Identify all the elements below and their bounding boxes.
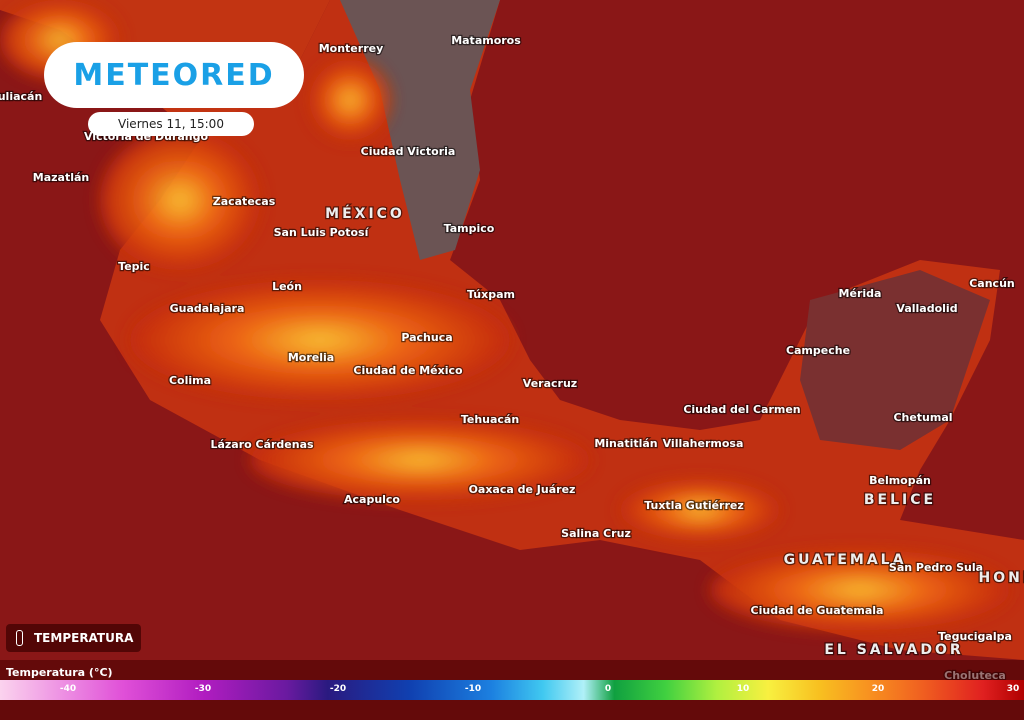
layer-name: TEMPERATURA (34, 631, 134, 645)
city-label: Colima (169, 374, 211, 387)
logo[interactable]: METEORED (44, 42, 304, 108)
legend-tick: -30 (194, 684, 212, 694)
city-label: Acapulco (344, 493, 400, 506)
thermometer-icon (16, 630, 23, 646)
yucatan (800, 270, 990, 450)
legend-tick: 0 (604, 684, 612, 694)
city-label: Morelia (288, 351, 334, 364)
city-label: Ciudad de Guatemala (751, 604, 884, 617)
city-label: Villahermosa (663, 437, 744, 450)
city-label: Ciudad Victoria (361, 145, 456, 158)
city-label: Guadalajara (170, 302, 245, 315)
layer-button[interactable]: TEMPERATURA (6, 624, 142, 652)
legend: Temperatura (°C) -40 -30 -20 -10 0 10 20 30 (0, 660, 1024, 720)
legend-tick: -20 (329, 684, 347, 694)
city-label: Matamoros (451, 34, 521, 47)
city-label: Tehuacán (461, 413, 519, 426)
city-label: San Luis Potosí (274, 226, 370, 239)
city-label: Belmopán (869, 474, 931, 487)
city-label: San Pedro Sula (889, 561, 983, 574)
land (100, 0, 1024, 660)
city-label: Lázaro Cárdenas (210, 438, 314, 451)
city-label: Minatitlán (594, 437, 657, 450)
city-label: Pachuca (401, 331, 452, 344)
city-label: Tepic (118, 260, 150, 273)
dry-region (340, 0, 500, 260)
country-label: EL SALVADOR (824, 642, 963, 658)
country-label: GUATEMALA (784, 552, 907, 568)
city-label: Mazatlán (33, 171, 89, 184)
color-scale: -40 -30 -20 -10 0 10 20 30 (0, 680, 1024, 700)
legend-tick: -10 (464, 684, 482, 694)
city-label: Salina Cruz (561, 527, 631, 540)
city-label: Chetumal (893, 411, 952, 424)
legend-tick: -40 (59, 684, 77, 694)
city-label: Veracruz (523, 377, 577, 390)
city-label: Tampico (444, 222, 495, 235)
city-label: Valladolid (896, 302, 957, 315)
country-label: HOND (979, 570, 1024, 586)
country-label: BELICE (864, 492, 936, 508)
city-label: uliacán (0, 90, 42, 103)
legend-tick: 30 (1006, 684, 1020, 694)
datetime: Viernes 11, 15:00 (88, 112, 254, 136)
city-label: Zacatecas (213, 195, 276, 208)
legend-tick: 20 (871, 684, 885, 694)
city-label: Campeche (786, 344, 850, 357)
city-label: Oaxaca de Juárez (469, 483, 576, 496)
city-label: Mérida (839, 287, 882, 300)
city-label: Ciudad del Carmen (683, 403, 800, 416)
city-label: Tegucigalpa (938, 630, 1012, 643)
city-label: Túxpam (467, 288, 515, 301)
city-label: Cancún (969, 277, 1015, 290)
legend-title: Temperatura (°C) (6, 666, 113, 679)
legend-tick: 10 (736, 684, 750, 694)
city-label: Monterrey (319, 42, 384, 55)
city-label: Tuxtla Gutiérrez (644, 499, 744, 512)
city-label: Ciudad de México (353, 364, 463, 377)
city-label: León (272, 280, 302, 293)
country-label: MÉXICO (325, 205, 405, 222)
